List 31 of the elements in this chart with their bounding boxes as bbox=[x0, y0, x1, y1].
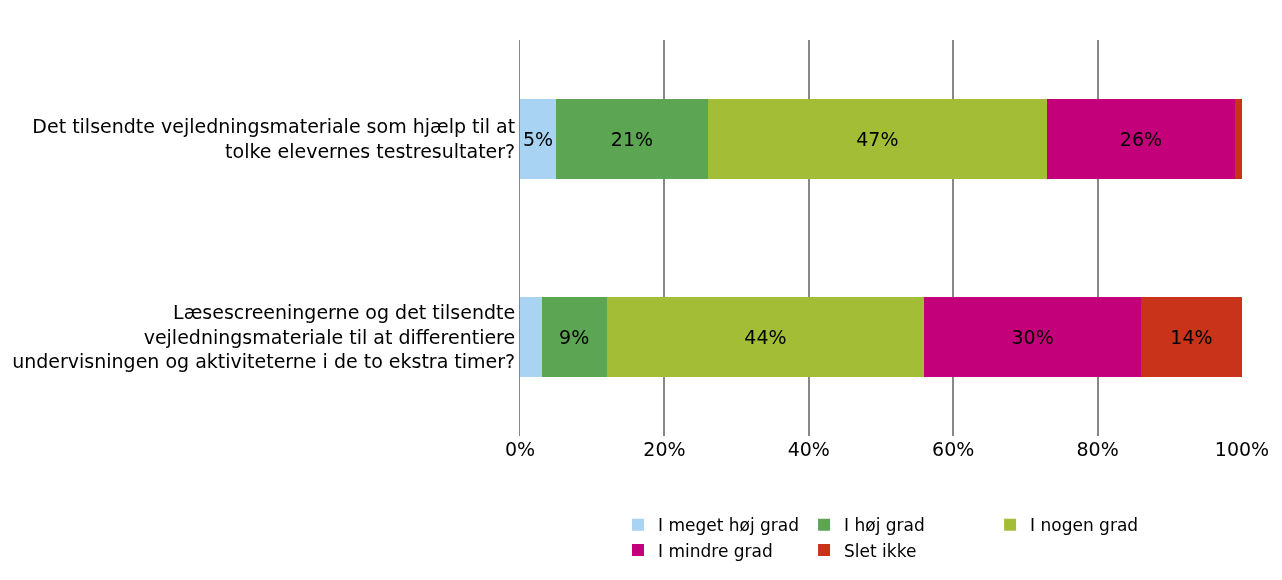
data-label: 26% bbox=[1119, 128, 1163, 150]
legend-label: I høj grad bbox=[844, 515, 925, 536]
x-tick-label: 100% bbox=[1214, 438, 1270, 460]
bar bbox=[541, 297, 607, 377]
data-label: 9% bbox=[559, 326, 590, 348]
y-tick-label: Læsescreeningerne og det tilsendte vejledningsmateriale til at differentiere undervisningen og aktiviteterne i de to ekstra timer? bbox=[12, 300, 516, 373]
data-label: 30% bbox=[1011, 326, 1054, 348]
bar bbox=[520, 99, 557, 179]
bar bbox=[1234, 99, 1242, 179]
bar bbox=[924, 297, 1141, 377]
legend-label: I mindre grad bbox=[658, 540, 773, 561]
x-tick-label: 60% bbox=[932, 438, 975, 460]
data-label: 44% bbox=[744, 326, 787, 348]
bar bbox=[1140, 297, 1242, 377]
legend-label: I meget høj grad bbox=[658, 515, 800, 536]
x-tick-label: 80% bbox=[1076, 438, 1119, 460]
x-tick-label: 40% bbox=[787, 438, 830, 460]
legend-label: Slet ikke bbox=[844, 540, 917, 561]
legend-label: I nogen grad bbox=[1030, 515, 1139, 536]
x-tick-label: 20% bbox=[643, 438, 686, 460]
bar bbox=[707, 99, 1048, 179]
bar bbox=[1047, 99, 1235, 179]
data-label: 14% bbox=[1170, 326, 1213, 348]
data-label: 5% bbox=[522, 128, 554, 150]
bar bbox=[520, 297, 542, 377]
x-tick-label: 0% bbox=[504, 438, 536, 460]
bar bbox=[606, 297, 925, 377]
data-label: 47% bbox=[856, 128, 899, 150]
y-tick-label: Det tilsendte vejledningsmateriale som hjælp til at tolke elevernes testresultater? bbox=[32, 115, 516, 162]
bar bbox=[556, 99, 708, 179]
data-label: 21% bbox=[610, 128, 654, 150]
